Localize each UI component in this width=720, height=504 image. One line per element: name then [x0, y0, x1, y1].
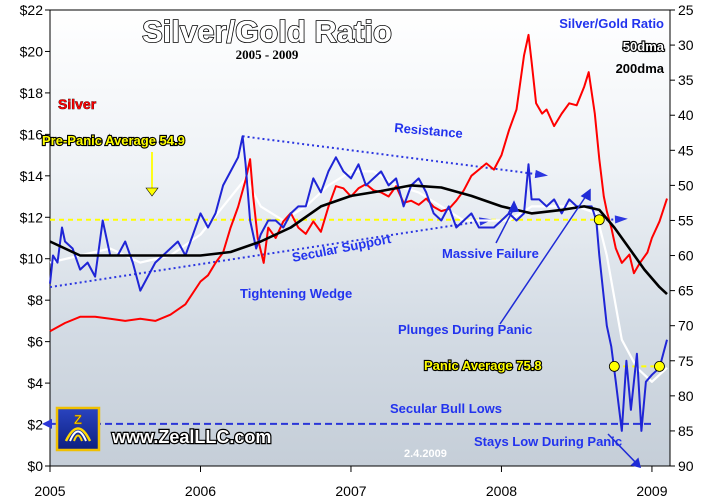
svg-text:Z: Z	[74, 412, 82, 427]
right-tick-label: 60	[678, 248, 694, 264]
series-layer	[49, 33, 668, 432]
secular-bull-lows-label: Secular Bull Lows	[390, 401, 502, 416]
chart-subtitle: 2005 - 2009	[236, 47, 299, 62]
right-tick-label: 80	[678, 388, 694, 404]
resistance-label: Resistance	[394, 120, 464, 141]
legend-50dma: 50dma	[623, 39, 665, 54]
x-tick-label: 2008	[486, 483, 517, 499]
pre-panic-arrow	[145, 152, 159, 197]
date-label: 2.4.2009	[404, 448, 447, 460]
right-tick-label: 85	[678, 423, 694, 439]
trend-line-1	[49, 219, 487, 289]
right-tick-label: 25	[678, 2, 694, 18]
right-tick-label: 65	[678, 283, 694, 299]
left-tick-label: $12	[20, 209, 44, 225]
panic-average-label: Panic Average 75.8	[424, 358, 542, 373]
right-tick-label: 40	[678, 107, 694, 123]
right-tick-label: 70	[678, 318, 694, 334]
left-tick-label: $18	[20, 85, 44, 101]
reference-line-arrow	[42, 418, 52, 429]
massive-failure-label: Massive Failure	[442, 246, 539, 261]
plot-background	[49, 9, 671, 467]
panic-start-marker	[608, 360, 620, 372]
chart-title: Silver/Gold Ratio	[142, 14, 392, 49]
tightening-wedge-label: Tightening Wedge	[240, 286, 352, 301]
left-tick-label: $10	[20, 251, 44, 267]
left-tick-label: $2	[27, 417, 43, 433]
left-tick-label: $22	[20, 2, 44, 18]
left-tick-label: $8	[27, 292, 43, 308]
x-axis: 2005 2006 2007 2008 2009	[34, 466, 668, 499]
left-tick-label: $16	[20, 126, 44, 142]
right-tick-label: 30	[678, 37, 694, 53]
stays-low-label: Stays Low During Panic	[474, 434, 622, 449]
panic-end-marker	[654, 360, 665, 372]
trend-line-arrow	[534, 169, 549, 179]
website-label: www.ZealLLC.com	[111, 427, 271, 447]
pre-panic-marker	[593, 214, 605, 226]
legend-200dma: 200dma	[616, 61, 665, 76]
silver-label: Silver	[58, 96, 97, 112]
left-tick-label: $14	[20, 168, 44, 184]
right-axis: 25 30 35 40 45 50 55 60 65 70 75 80 85 90	[670, 2, 694, 474]
legend-ratio: Silver/Gold Ratio	[559, 16, 664, 31]
x-tick-label: 2005	[34, 483, 65, 499]
right-tick-label: 35	[678, 72, 694, 88]
left-axis: $0 $2 $4 $6 $8 $10 $12 $14 $16 $18 $20 $22	[20, 2, 50, 474]
trend-line-arrow	[614, 215, 628, 224]
left-tick-label: $0	[27, 458, 43, 474]
x-tick-label: 2007	[335, 483, 366, 499]
plunges-label: Plunges During Panic	[398, 322, 532, 337]
right-tick-label: 45	[678, 142, 694, 158]
left-tick-label: $20	[20, 43, 44, 59]
x-tick-label: 2006	[185, 483, 216, 499]
x-tick-label: 2009	[636, 483, 667, 499]
markers	[593, 214, 665, 372]
series-200dma	[49, 184, 668, 296]
right-tick-label: 55	[678, 212, 694, 228]
pre-panic-average-label: Pre-Panic Average 54.9	[42, 133, 185, 148]
series-silver	[49, 33, 668, 333]
right-tick-label: 90	[678, 458, 694, 474]
annotation-arrows	[495, 188, 642, 469]
zeal-logo: Z	[55, 406, 101, 452]
right-tick-label: 75	[678, 353, 694, 369]
right-tick-label: 50	[678, 177, 694, 193]
left-tick-label: $4	[27, 375, 43, 391]
left-tick-label: $6	[27, 334, 43, 350]
